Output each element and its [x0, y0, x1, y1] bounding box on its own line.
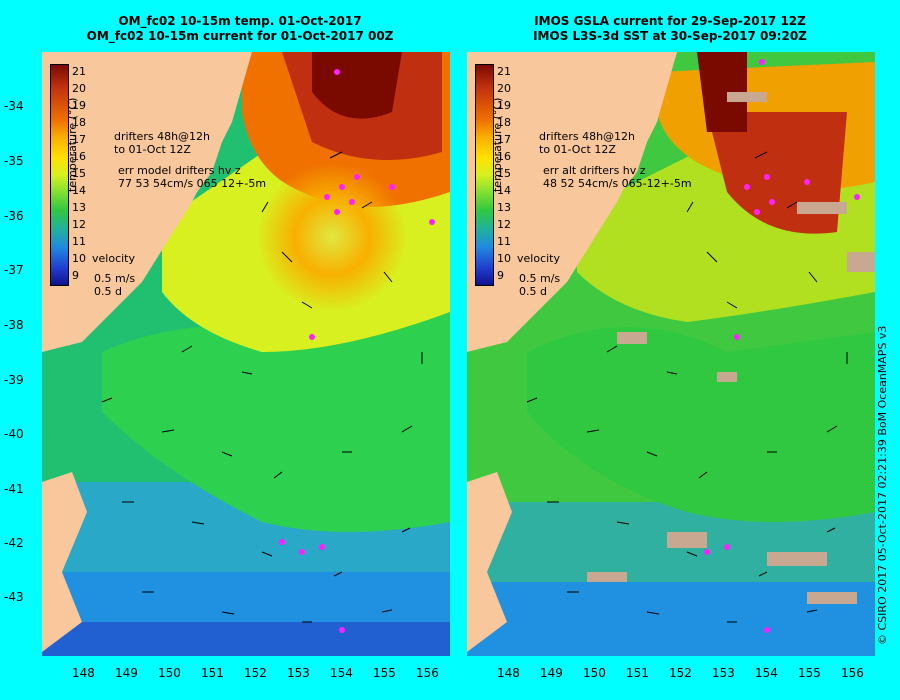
lon-label: 152 — [244, 666, 267, 680]
lon-label: 155 — [798, 666, 821, 680]
cb-tick: 16 — [497, 150, 511, 163]
left-velocity-scale: 0.5 m/s 0.5 d — [94, 272, 136, 298]
lon-label: 154 — [330, 666, 353, 680]
lon-label: 149 — [540, 666, 563, 680]
lon-label: 148 — [497, 666, 520, 680]
cb-tick: 18 — [497, 116, 511, 129]
cb-tick: 20 — [497, 82, 511, 95]
right-land — [467, 52, 677, 352]
cb-tick: 9 — [497, 269, 504, 282]
lat-label: -36 — [4, 209, 24, 223]
lon-label: 156 — [841, 666, 864, 680]
lat-label: -43 — [4, 590, 24, 604]
cb-tick: 16 — [72, 150, 86, 163]
cb-tick: 12 — [72, 218, 86, 231]
left-velocity-label: velocity — [92, 252, 135, 265]
cb-tick: 21 — [72, 65, 86, 78]
lat-label: -42 — [4, 536, 24, 550]
cb-tick: 15 — [497, 167, 511, 180]
cb-tick: 19 — [497, 99, 511, 112]
cb-tick: 15 — [72, 167, 86, 180]
left-current-arrows — [101, 151, 423, 623]
credit-text: © CSIRO 2017 05-Oct-2017 02:21:39 BoM Oc… — [876, 325, 889, 645]
lon-label: 154 — [755, 666, 778, 680]
cb-tick: 12 — [497, 218, 511, 231]
lat-label: -40 — [4, 427, 24, 441]
lon-label: 150 — [158, 666, 181, 680]
right-velocity-label: velocity — [517, 252, 560, 265]
lon-label: 156 — [416, 666, 439, 680]
right-velocity-scale: 0.5 m/s 0.5 d — [519, 272, 561, 298]
lon-label: 155 — [373, 666, 396, 680]
lon-label: 152 — [669, 666, 692, 680]
cb-tick: 20 — [72, 82, 86, 95]
right-current-arrows — [526, 151, 848, 623]
right-panel-title: IMOS GSLA current for 29-Sep-2017 12Z IM… — [485, 14, 855, 44]
lat-label: -39 — [4, 373, 24, 387]
lat-label: -34 — [4, 99, 24, 113]
right-drifters — [704, 59, 860, 633]
left-panel-title: OM_fc02 10-15m temp. 01-Oct-2017 OM_fc02… — [60, 14, 420, 44]
lon-label: 151 — [201, 666, 224, 680]
cb-tick: 17 — [72, 133, 86, 146]
lon-label: 149 — [115, 666, 138, 680]
left-land — [42, 52, 252, 352]
right-drifters-label: drifters 48h@12h to 01-Oct 12Z — [539, 130, 636, 156]
right-title-line2: IMOS L3S-3d SST at 30-Sep-2017 09:20Z — [533, 29, 807, 43]
left-map-panel: temperature (°C) 21 20 19 18 17 16 15 14… — [42, 52, 450, 656]
cb-tick: 17 — [497, 133, 511, 146]
right-cloud-mask — [587, 92, 875, 604]
left-error-stats: err model drifters hv z 77 53 54cm/s 065 … — [118, 164, 267, 190]
cb-tick: 11 — [72, 235, 86, 248]
cb-tick: 10 — [497, 252, 511, 265]
lon-label: 153 — [287, 666, 310, 680]
lat-label: -35 — [4, 154, 24, 168]
right-map-field — [467, 52, 875, 656]
right-error-stats: err alt drifters hv z 48 52 54cm/s 065-12… — [543, 164, 692, 190]
lon-label: 153 — [712, 666, 735, 680]
lon-label: 151 — [626, 666, 649, 680]
left-title-line1: OM_fc02 10-15m temp. 01-Oct-2017 — [118, 14, 362, 28]
lat-label: -38 — [4, 318, 24, 332]
left-drifters — [279, 69, 435, 633]
cb-tick: 14 — [497, 184, 511, 197]
cb-tick: 9 — [72, 269, 79, 282]
cb-tick: 14 — [72, 184, 86, 197]
cb-tick: 11 — [497, 235, 511, 248]
cb-tick: 19 — [72, 99, 86, 112]
cb-tick: 18 — [72, 116, 86, 129]
lat-label: -41 — [4, 482, 24, 496]
right-title-line1: IMOS GSLA current for 29-Sep-2017 12Z — [534, 14, 806, 28]
left-map-field — [42, 52, 450, 656]
lat-label: -37 — [4, 263, 24, 277]
cb-tick: 13 — [497, 201, 511, 214]
right-colorbar — [475, 64, 494, 286]
cb-tick: 10 — [72, 252, 86, 265]
cb-tick: 13 — [72, 201, 86, 214]
left-colorbar — [50, 64, 69, 286]
right-map-panel: temperature (°C) 21 20 19 18 17 16 15 14… — [467, 52, 875, 656]
cb-tick: 21 — [497, 65, 511, 78]
lon-label: 150 — [583, 666, 606, 680]
left-title-line2: OM_fc02 10-15m current for 01-Oct-2017 0… — [86, 29, 394, 43]
left-drifters-label: drifters 48h@12h to 01-Oct 12Z — [114, 130, 211, 156]
lon-label: 148 — [72, 666, 95, 680]
